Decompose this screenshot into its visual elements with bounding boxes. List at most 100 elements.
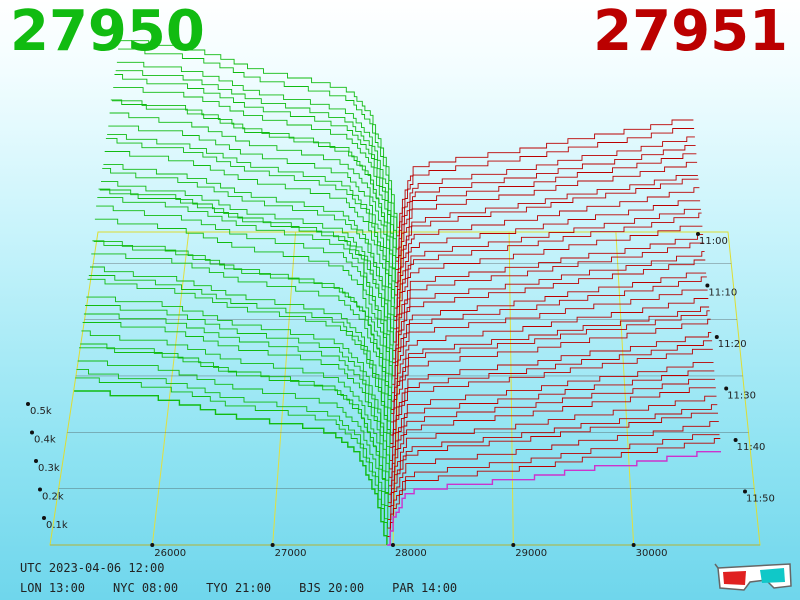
depth-chart: 26000 27000 28000 29000 30000 0.1k 0.2k 0.3k 0.4…: [26, 40, 775, 559]
bid-depth-line: [110, 99, 396, 282]
bid-depth-line: [93, 241, 392, 410]
3d-glasses-icon[interactable]: [714, 560, 794, 594]
ask-depth-line: [388, 412, 718, 507]
time-tick-label: 11:10: [708, 288, 737, 299]
time-tick-label: 11:00: [699, 236, 728, 247]
ask-depth-line: [391, 306, 710, 411]
time-tick-mark: [705, 283, 710, 288]
ask-depth-line: [390, 318, 711, 423]
bid-depth-line: [77, 360, 389, 520]
bid-depth-line: [113, 87, 397, 270]
bid-depth-line: [108, 125, 395, 304]
ask-depth-line: [387, 451, 721, 546]
bid-depth-line: [91, 253, 392, 422]
ask-depth-line: [391, 298, 709, 402]
time-tick-mark: [743, 489, 747, 494]
ask-depth-line: [390, 331, 712, 436]
bid-depth-line: [76, 368, 388, 529]
ask-depth-line: [389, 378, 715, 478]
bid-depth-line: [114, 74, 397, 262]
price-tick-mark: [270, 543, 275, 547]
price-tick-mark: [390, 543, 395, 547]
bid-depth-line: [94, 218, 393, 402]
price-gridline: [272, 231, 297, 546]
ask-depth-line: [389, 387, 716, 487]
time-tick-label: 11:50: [746, 494, 775, 505]
price-tick-label: 30000: [636, 548, 668, 559]
ask-depth-line: [392, 259, 706, 364]
ask-depth-line: [389, 370, 715, 470]
ask-depth-line: [388, 395, 717, 495]
price-gridline: [151, 231, 190, 546]
chart-axes: 26000 27000 28000 29000 30000 0.1k 0.2k 0.3k 0.4…: [26, 232, 775, 559]
volume-tick-mark: [34, 459, 38, 463]
price-tick-label: 26000: [154, 548, 186, 559]
ask-depth-line: [392, 276, 707, 385]
bid-depth-line: [115, 70, 397, 253]
ask-depth-line: [396, 136, 695, 250]
price-tick-mark: [150, 543, 155, 547]
volume-tick-label: 0.4k: [34, 435, 56, 446]
bid-depth-line: [82, 322, 390, 482]
bid-depth-line: [80, 343, 389, 503]
ask-depth-line: [396, 144, 696, 258]
ask-depth-line: [394, 200, 701, 309]
bid-depth-line: [87, 278, 391, 448]
clock-bjs: BJS 20:00: [299, 581, 365, 595]
ask-depth-line: [390, 340, 713, 444]
ask-price: 27951: [593, 0, 788, 64]
bid-depth-line: [86, 296, 391, 461]
ask-depth-line: [397, 119, 694, 228]
bid-depth-line: [119, 40, 398, 228]
bid-depth-line: [116, 61, 397, 249]
bid-depth-line: [99, 189, 394, 363]
bid-depth-line: [81, 330, 390, 495]
volume-tick-mark: [42, 516, 46, 520]
bid-depth-line: [88, 275, 391, 444]
bid-price: 27950: [10, 0, 205, 64]
bid-depth-line: [103, 164, 394, 342]
ask-depth-line: [393, 234, 704, 343]
bid-depth-line: [107, 134, 395, 317]
price-tick-label: 29000: [515, 548, 547, 559]
bid-depth-line: [90, 266, 391, 435]
bid-depth-line: [112, 100, 396, 283]
time-tick-label: 11:30: [727, 391, 756, 402]
ask-depth-line: [390, 348, 713, 448]
clock-tyo: TYO 21:00: [206, 581, 272, 595]
ask-depth-line: [395, 161, 698, 271]
price-gridline: [508, 231, 514, 546]
clock-nyc: NYC 08:00: [113, 581, 179, 595]
bid-depth-line: [97, 197, 393, 380]
bid-depth-line: [118, 48, 398, 236]
time-tick-mark: [724, 386, 729, 391]
bid-depth-line: [109, 112, 396, 295]
volume-tick-mark: [26, 402, 30, 406]
ask-depth-line: [391, 289, 708, 394]
ask-depth-line: [387, 438, 721, 537]
ask-depth-line: [391, 310, 710, 414]
volume-tick-label: 0.5k: [30, 406, 52, 417]
ask-depth-line: [389, 361, 714, 461]
volume-tick-label: 0.3k: [38, 463, 60, 474]
bid-depth-line: [75, 377, 388, 537]
ask-depth-line: [393, 251, 705, 360]
ask-depth-line: [393, 242, 704, 351]
ask-depth-line: [387, 421, 719, 521]
volume-tick-label: 0.1k: [46, 520, 68, 531]
ask-depth-line: [387, 434, 720, 529]
ask-depth-line: [394, 187, 700, 296]
ask-depth-line: [388, 404, 718, 504]
time-tick-mark: [733, 438, 738, 442]
price-tick-mark: [511, 543, 516, 547]
price-tick-label: 28000: [395, 548, 427, 559]
bid-depth-line: [102, 167, 394, 346]
bid-depth-line: [96, 205, 393, 389]
volume-tick-mark: [38, 487, 42, 492]
volume-tick-mark: [30, 430, 34, 435]
ask-depth-line: [393, 225, 703, 330]
utc-time: UTC 2023-04-06 12:00: [20, 561, 165, 575]
time-tick-label: 11:20: [718, 339, 747, 350]
bid-depth-line: [105, 137, 395, 321]
bid-depth-line: [101, 181, 394, 359]
